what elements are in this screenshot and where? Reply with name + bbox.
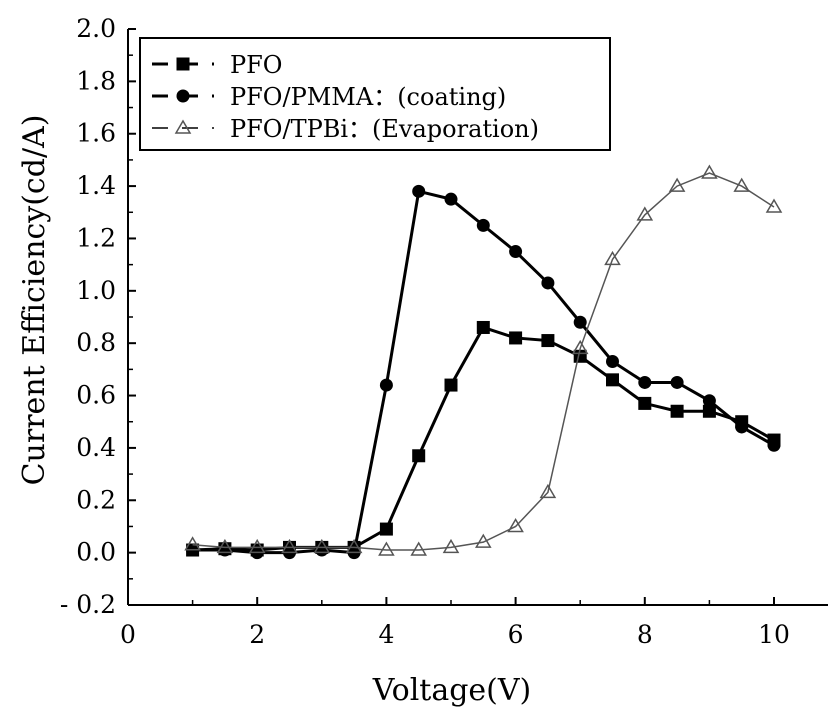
legend-marker <box>176 57 190 71</box>
y-tick-label: 1.6 <box>76 119 116 148</box>
data-point <box>539 483 557 499</box>
data-point <box>412 184 426 198</box>
legend-label: PFO <box>230 51 282 79</box>
x-tick-label: 6 <box>508 620 524 649</box>
data-point <box>476 320 490 334</box>
data-point <box>345 538 363 554</box>
y-tick-label: 1.2 <box>76 223 116 252</box>
legend: PFO PFO/PMMA：(coating) PFO/TPBi：(Evaporati… <box>139 37 611 151</box>
x-tick-label: 8 <box>637 620 653 649</box>
y-tick-label: 0.0 <box>76 538 116 567</box>
data-point <box>379 378 393 392</box>
data-point <box>315 543 329 557</box>
axis-ticks: - 0.2 0.0 0.2 0.4 0.6 0.8 1.0 1.2 1.4 1.6 1.8 2.0 0 2… <box>60 14 790 649</box>
data-point <box>248 538 266 554</box>
y-tick-label: 0.8 <box>76 328 116 357</box>
data-point <box>507 517 524 533</box>
data-point <box>444 192 458 206</box>
data-point <box>702 394 716 408</box>
data-point <box>378 541 395 556</box>
data-point <box>571 339 589 355</box>
y-tick-label: 1.0 <box>76 276 116 305</box>
x-tick-label: 4 <box>378 620 394 649</box>
data-point <box>216 538 234 554</box>
data-point <box>638 396 652 410</box>
data-point <box>735 420 749 434</box>
data-point <box>670 404 684 418</box>
data-point <box>638 375 652 389</box>
series-line <box>192 172 775 551</box>
series-circle <box>186 184 781 560</box>
x-axis-title: Voltage(V) <box>372 673 532 708</box>
data-point <box>604 250 621 266</box>
legend-marker <box>174 119 192 134</box>
legend-label: PFO/PMMA：(coating) <box>230 83 506 111</box>
data-point <box>218 543 232 557</box>
x-tick-label: 2 <box>249 620 265 649</box>
x-tick-label: 10 <box>758 620 790 649</box>
y-tick-label: 2.0 <box>76 14 116 43</box>
data-point <box>701 164 718 179</box>
data-point <box>412 449 426 463</box>
y-tick-label: 1.4 <box>76 171 116 200</box>
data-point <box>379 522 393 536</box>
legend-label: PFO/TPBi：(Evaporation) <box>230 115 539 143</box>
y-tick-label: 0.4 <box>76 433 116 462</box>
data-point <box>313 538 331 554</box>
series-line <box>192 189 775 555</box>
series-triangle <box>184 164 783 556</box>
series-line <box>192 325 775 552</box>
series-layer <box>184 164 783 560</box>
data-point <box>573 315 587 329</box>
series-square <box>186 320 781 557</box>
y-tick-label: 0.6 <box>76 381 116 410</box>
legend-box <box>139 37 611 151</box>
data-point <box>606 355 619 369</box>
y-axis-title: Current Efficiency(cd/A) <box>17 115 52 486</box>
data-point <box>509 245 523 259</box>
data-point <box>474 533 492 548</box>
x-tick-label: 0 <box>120 620 136 649</box>
y-tick-label: - 0.2 <box>60 590 116 619</box>
data-point <box>541 276 555 290</box>
legend-marker <box>176 89 190 103</box>
y-tick-label: 1.8 <box>76 66 116 95</box>
data-point <box>442 538 460 554</box>
data-point <box>765 198 783 213</box>
data-point <box>281 538 298 554</box>
data-point <box>509 331 523 345</box>
data-point <box>476 218 490 232</box>
data-point <box>444 378 458 392</box>
data-point <box>767 438 781 452</box>
data-point <box>184 536 201 551</box>
data-point <box>636 206 654 221</box>
data-point <box>670 375 684 389</box>
data-point <box>668 177 686 192</box>
data-point <box>702 404 716 418</box>
data-point <box>410 541 428 556</box>
data-point <box>606 373 619 387</box>
y-tick-label: 0.2 <box>76 485 116 514</box>
data-point <box>541 334 555 348</box>
data-point <box>733 177 751 192</box>
